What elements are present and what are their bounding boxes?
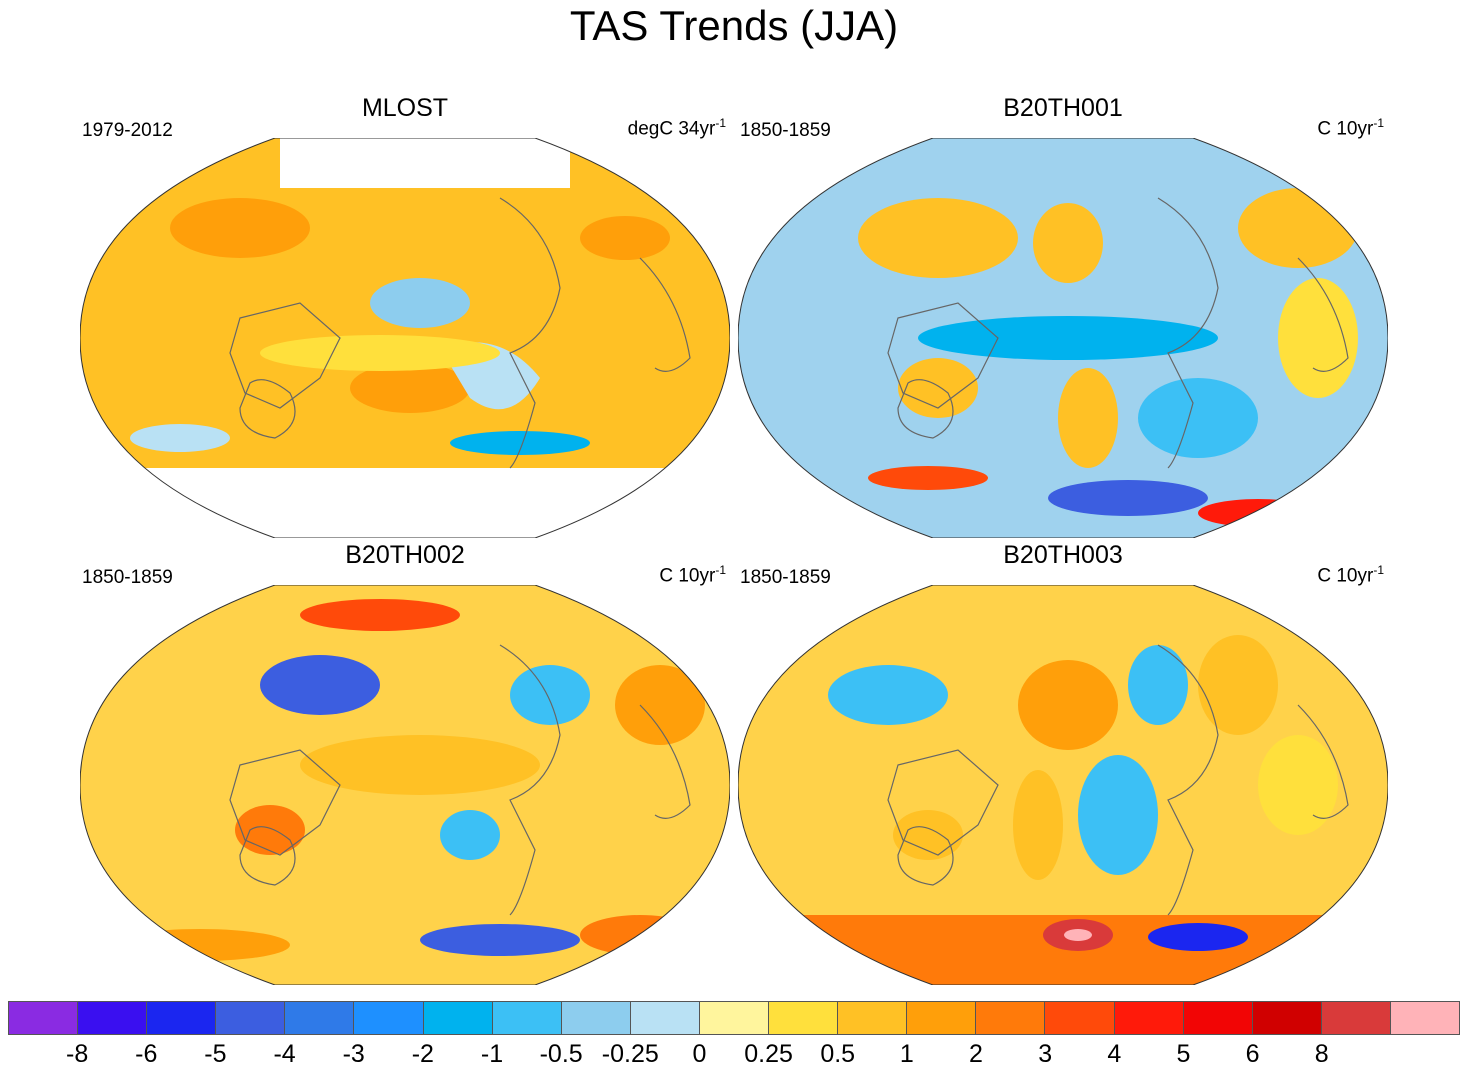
units-label: degC 34yr-1 [627,116,726,140]
colorbar-tick-label: -6 [135,1040,158,1068]
world-map [80,585,730,985]
colorbar-tick-label: -4 [273,1040,296,1068]
colorbar-tick-label: 6 [1245,1040,1260,1068]
colorbar-tick-label: 2 [969,1040,983,1068]
main-title: TAS Trends (JJA) [569,2,899,49]
colorbar-tick-label: -2 [411,1040,434,1068]
colorbar-tick-label: -0.25 [601,1040,659,1068]
world-map [738,585,1388,985]
colorbar-tick-label: 5 [1176,1040,1191,1068]
period-label: 1850-1859 [82,567,173,588]
world-map [80,138,730,538]
map-panel-b20th002: B20TH002 1850-1859 C 10yr-1 [80,541,730,995]
colorbar-swatch [1183,1001,1253,1035]
colorbar-swatch [976,1001,1046,1035]
colorbar-swatch [8,1001,79,1035]
panel-title: MLOST [361,94,449,122]
colorbar-swatch [492,1001,562,1035]
panel-title: B20TH002 [345,541,465,569]
colorbar-swatch [423,1001,493,1035]
colorbar-swatch [147,1001,217,1035]
colorbar-swatch [354,1001,424,1035]
panel-title: B20TH003 [1003,541,1123,569]
colorbar-tick-label: -8 [66,1040,89,1068]
panel-title: B20TH001 [1003,94,1123,122]
world-map [738,138,1388,538]
colorbar-swatch [838,1001,908,1035]
map-panel-mlost: MLOST 1979-2012 degC 34yr-1 [80,94,730,548]
colorbar-swatch [1114,1001,1184,1035]
colorbar-swatch [907,1001,977,1035]
colorbar-tick-label: 0.5 [820,1040,856,1068]
units-label: C 10yr-1 [1317,563,1384,587]
colorbar-swatch [630,1001,700,1035]
colorbar-swatch [561,1001,631,1035]
colorbar-tick-label: -3 [342,1040,365,1068]
colorbar [8,1001,1460,1035]
colorbar-tick-label: 3 [1038,1040,1053,1068]
colorbar-swatch [285,1001,355,1035]
colorbar-swatch [769,1001,839,1035]
map-panel-b20th003: B20TH003 1850-1859 C 10yr-1 [738,541,1388,995]
colorbar-swatch [1045,1001,1115,1035]
colorbar-swatch [699,1001,770,1035]
colorbar-tick-label: 0.25 [744,1040,793,1068]
period-label: 1979-2012 [82,120,173,141]
period-label: 1850-1859 [740,567,831,588]
colorbar-tick-label: -1 [480,1040,504,1068]
units-label: C 10yr-1 [1317,116,1384,140]
colorbar-tick-label: 4 [1107,1040,1122,1068]
colorbar-swatch [78,1001,148,1035]
colorbar-tick-label: -5 [204,1040,227,1068]
colorbar-tick-label: 0 [692,1040,707,1068]
colorbar-tick-label: 8 [1314,1040,1329,1068]
colorbar-swatch [216,1001,286,1035]
colorbar-tick-label: 1 [899,1040,914,1068]
colorbar-swatch [1390,1001,1460,1035]
period-label: 1850-1859 [740,120,831,141]
map-panel-b20th001: B20TH001 1850-1859 C 10yr-1 [738,94,1388,548]
colorbar-swatch [1321,1001,1391,1035]
colorbar-tick-label: -0.5 [539,1040,583,1068]
colorbar-swatch [1252,1001,1322,1035]
units-label: C 10yr-1 [659,563,726,587]
